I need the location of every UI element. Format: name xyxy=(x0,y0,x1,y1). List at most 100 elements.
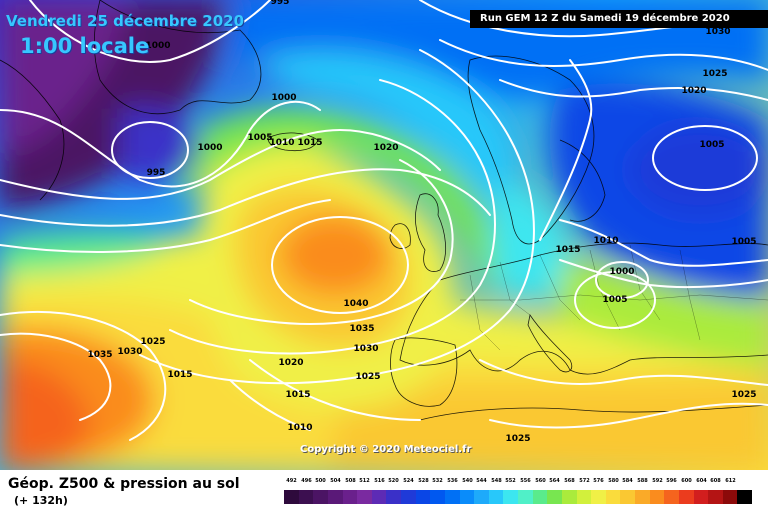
scale-swatch xyxy=(694,490,709,504)
scale-label: 520 xyxy=(388,478,399,484)
scale-swatch xyxy=(489,490,504,504)
scale-label: 596 xyxy=(666,478,677,484)
isobar-label: 1000 xyxy=(609,267,634,277)
isobar-label: 1020 xyxy=(278,358,303,368)
isobar-label: 995 xyxy=(147,168,166,178)
scale-label: 548 xyxy=(491,478,502,484)
isobar-label: 1005 xyxy=(699,140,724,150)
scale-label: 524 xyxy=(403,478,414,484)
scale-swatch xyxy=(737,490,752,504)
scale-label: 500 xyxy=(315,478,326,484)
isobar-label: 995 xyxy=(271,0,290,7)
scale-label: 556 xyxy=(520,478,531,484)
scale-label: 580 xyxy=(608,478,619,484)
isobar-label: 1020 xyxy=(681,86,706,96)
scale-label: 604 xyxy=(696,478,707,484)
isobar-label: 1025 xyxy=(355,372,380,382)
isobar-label: 1010 xyxy=(287,423,312,433)
product-title: Géop. Z500 & pression au sol xyxy=(8,476,240,492)
valid-time: 1:00 locale xyxy=(20,34,150,58)
scale-label: 584 xyxy=(622,478,633,484)
scale-label: 532 xyxy=(432,478,443,484)
scale-label: 568 xyxy=(564,478,575,484)
isobar-label: 1005 xyxy=(247,133,272,143)
scale-label: 504 xyxy=(330,478,341,484)
scale-label: 492 xyxy=(286,478,297,484)
scale-swatch xyxy=(518,490,533,504)
scale-swatch xyxy=(533,490,548,504)
isobar-label: 1030 xyxy=(353,344,378,354)
isobar-label: 1015 xyxy=(555,245,580,255)
isobar-labels: 995 1000 1000 1000 995 1005 1010 1015 10… xyxy=(87,0,756,444)
scale-label: 564 xyxy=(549,478,560,484)
isobar-label: 1000 xyxy=(197,143,222,153)
scale-swatch xyxy=(474,490,489,504)
isobar-label: 1015 xyxy=(167,370,192,380)
legend-panel: Géop. Z500 & pression au sol (+ 132h) 49… xyxy=(0,470,768,512)
isobar-label: 1000 xyxy=(145,41,170,51)
scale-swatch xyxy=(679,490,694,504)
scale-swatch xyxy=(460,490,475,504)
scale-label: 560 xyxy=(535,478,546,484)
scale-label: 612 xyxy=(725,478,736,484)
scale-swatch xyxy=(708,490,723,504)
scale-swatch xyxy=(635,490,650,504)
copyright-notice: Copyright © 2020 Meteociel.fr xyxy=(300,444,472,455)
isobar-label: 1030 xyxy=(705,27,730,37)
forecast-lead-time: (+ 132h) xyxy=(14,494,68,507)
isobar-label: 1015 xyxy=(285,390,310,400)
isobar-label: 1000 xyxy=(271,93,296,103)
scale-swatch xyxy=(416,490,431,504)
scale-swatch xyxy=(503,490,518,504)
weather-map: 995 1000 1000 1000 995 1005 1010 1015 10… xyxy=(0,0,768,470)
scale-label: 552 xyxy=(505,478,516,484)
scale-swatch xyxy=(299,490,314,504)
scale-swatch xyxy=(620,490,635,504)
isobar-label: 1025 xyxy=(505,434,530,444)
scale-swatch xyxy=(723,490,738,504)
coastlines xyxy=(0,0,768,421)
isobar-label: 1035 xyxy=(349,324,374,334)
scale-label: 496 xyxy=(301,478,312,484)
model-run-banner: Run GEM 12 Z du Samedi 19 décembre 2020 xyxy=(470,10,768,28)
scale-swatch xyxy=(547,490,562,504)
isobar-label: 1005 xyxy=(602,295,627,305)
scale-label: 608 xyxy=(710,478,721,484)
scale-swatch xyxy=(386,490,401,504)
scale-label: 536 xyxy=(447,478,458,484)
scale-label: 528 xyxy=(418,478,429,484)
scale-swatch xyxy=(650,490,665,504)
scale-label: 572 xyxy=(579,478,590,484)
scale-label: 516 xyxy=(374,478,385,484)
isobar-label: 1025 xyxy=(140,337,165,347)
scale-swatch xyxy=(357,490,372,504)
scale-swatch xyxy=(328,490,343,504)
scale-label: 600 xyxy=(681,478,692,484)
isobar-label: 1040 xyxy=(343,299,368,309)
scale-swatch xyxy=(372,490,387,504)
scale-swatch xyxy=(606,490,621,504)
scale-swatch xyxy=(664,490,679,504)
isobar-label: 1010 xyxy=(269,138,294,148)
scale-swatch xyxy=(284,490,299,504)
isobar-label: 1020 xyxy=(373,143,398,153)
scale-label: 592 xyxy=(652,478,663,484)
isobar-label: 1010 xyxy=(593,236,618,246)
scale-swatch xyxy=(401,490,416,504)
scale-swatch xyxy=(313,490,328,504)
isobar-label: 1015 xyxy=(297,138,322,148)
isobar-label: 1025 xyxy=(702,69,727,79)
scale-swatch xyxy=(343,490,358,504)
isobar-label: 1030 xyxy=(117,347,142,357)
scale-label: 508 xyxy=(345,478,356,484)
scale-swatch xyxy=(591,490,606,504)
z500-field xyxy=(0,0,768,470)
scale-label: 544 xyxy=(476,478,487,484)
valid-date: Vendredi 25 décembre 2020 xyxy=(6,12,245,30)
isobar-label: 1025 xyxy=(731,390,756,400)
scale-label: 588 xyxy=(637,478,648,484)
isobar-label: 1005 xyxy=(731,237,756,247)
isobar-label: 1035 xyxy=(87,350,112,360)
scale-label: 576 xyxy=(593,478,604,484)
